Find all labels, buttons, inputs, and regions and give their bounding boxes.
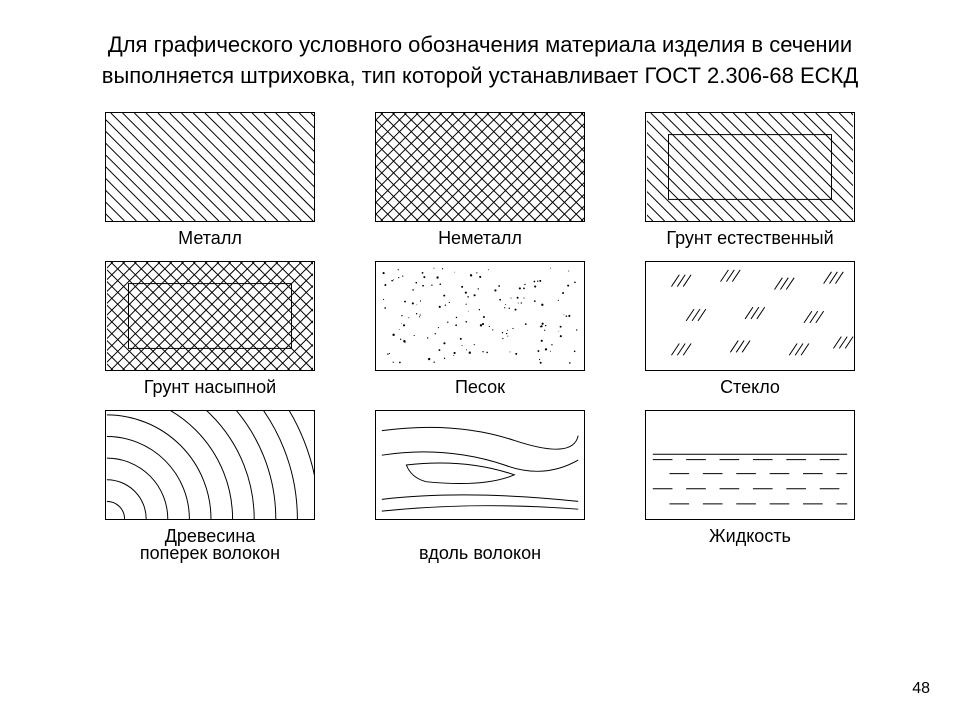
- swatch-wood-cross: Древесина: [100, 410, 320, 547]
- swatch-label: Песок: [455, 377, 505, 398]
- swatch-grid: Металл Неметалл Грунт естественный Грунт на…: [0, 102, 960, 547]
- sublabel: вдоль волокон: [370, 543, 590, 564]
- page-title: Для графического условного обозначения м…: [0, 0, 960, 102]
- swatch-glass: Стекло: [640, 261, 860, 398]
- sublabel-row: поперек волокон вдоль волокон: [0, 543, 960, 564]
- swatch-soil-natural: Грунт естественный: [640, 112, 860, 249]
- sublabel: поперек волокон: [100, 543, 320, 564]
- swatch-label: Стекло: [720, 377, 780, 398]
- swatch-soil-fill: Грунт насыпной: [100, 261, 320, 398]
- swatch-label: Грунт насыпной: [144, 377, 276, 398]
- swatch-label: Металл: [178, 228, 242, 249]
- swatch-label: Неметалл: [438, 228, 522, 249]
- swatch-sand: Песок: [370, 261, 590, 398]
- swatch-wood-long: [370, 410, 590, 547]
- swatch-metal: Металл: [100, 112, 320, 249]
- swatch-liquid: Жидкость: [640, 410, 860, 547]
- sublabel: [640, 543, 860, 564]
- swatch-nonmetal: Неметалл: [370, 112, 590, 249]
- swatch-label: Грунт естественный: [666, 228, 833, 249]
- page-number: 48: [912, 680, 930, 698]
